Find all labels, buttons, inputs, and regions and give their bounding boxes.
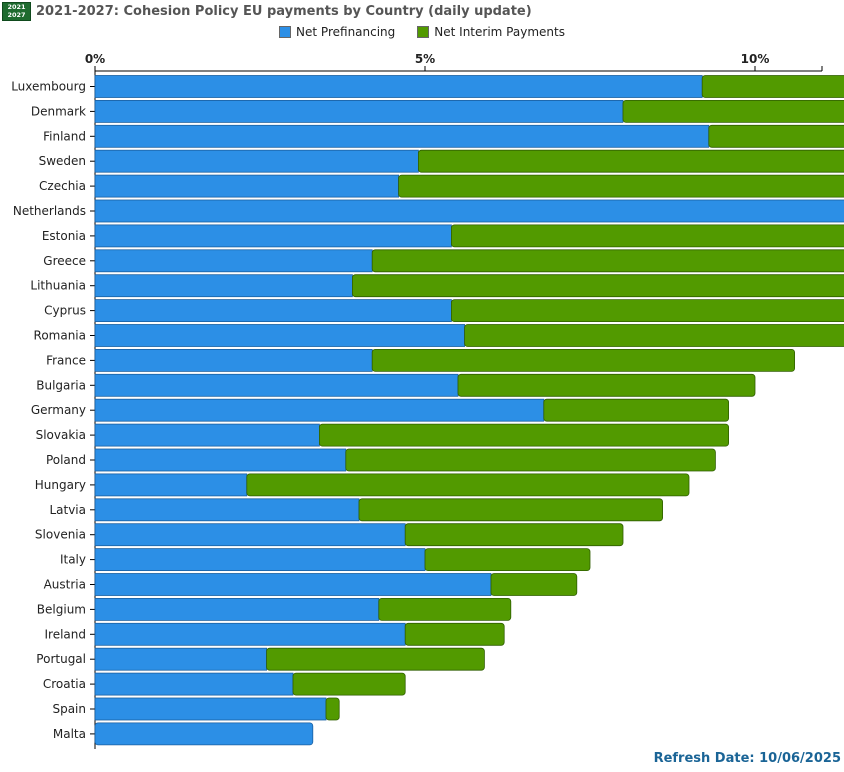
bar-interim	[318, 423, 730, 447]
bar-interim	[457, 373, 756, 397]
legend-swatch-prefinancing	[279, 26, 292, 38]
bar-interim	[292, 672, 406, 696]
category-label: Finland	[43, 129, 86, 143]
category-label: Lithuania	[30, 279, 86, 293]
chart-header: 2021 2027 2021-2027: Cohesion Policy EU …	[2, 1, 532, 21]
category-label: Greece	[43, 254, 86, 268]
bar-prefinancing	[94, 622, 406, 646]
x-tick-label: 0%	[85, 52, 105, 66]
bar-prefinancing	[94, 324, 466, 347]
bar-interim	[451, 224, 844, 248]
category-label: Luxembourg	[11, 80, 86, 94]
category-label: Spain	[52, 702, 86, 716]
bar-interim	[490, 573, 578, 596]
badge-year-start: 2021	[7, 3, 26, 11]
bar-interim	[451, 299, 844, 322]
badge-year-end: 2027	[7, 11, 26, 19]
category-label: Poland	[46, 453, 86, 467]
bar-prefinancing	[94, 124, 710, 148]
bar-interim	[418, 149, 844, 173]
bar-interim	[325, 697, 340, 721]
bar-interim	[378, 598, 512, 621]
category-label: Slovenia	[35, 528, 86, 542]
x-tick-label: 10%	[741, 52, 770, 66]
bar-prefinancing	[94, 398, 545, 422]
bar-prefinancing	[94, 598, 380, 621]
bar-prefinancing	[94, 75, 703, 98]
chart-legend: Net Prefinancing Net Interim Payments	[0, 25, 844, 39]
bar-prefinancing	[94, 199, 844, 223]
category-label: Estonia	[42, 229, 86, 243]
bar-prefinancing	[94, 224, 452, 248]
bar-prefinancing	[94, 348, 373, 372]
bar-interim	[404, 523, 624, 547]
bar-prefinancing	[94, 174, 400, 198]
category-label: Germany	[31, 403, 86, 417]
bar-interim	[358, 498, 664, 522]
period-badge-icon: 2021 2027	[2, 1, 31, 21]
bar-prefinancing	[94, 548, 426, 571]
bar-prefinancing	[94, 672, 294, 696]
category-label: Romania	[34, 329, 86, 343]
bar-interim	[424, 548, 591, 571]
category-label: France	[46, 353, 86, 367]
refresh-date: Refresh Date: 10/06/2025	[653, 751, 841, 766]
category-label: Portugal	[36, 652, 86, 666]
legend-swatch-interim	[417, 26, 430, 38]
category-label: Hungary	[35, 478, 86, 492]
bar-prefinancing	[94, 100, 624, 123]
bar-interim	[246, 473, 690, 497]
bar-prefinancing	[94, 373, 459, 397]
bar-prefinancing	[94, 697, 327, 721]
bar-interim	[352, 274, 844, 298]
category-label: Belgium	[37, 602, 86, 616]
bar-prefinancing	[94, 299, 452, 323]
category-label: Slovakia	[36, 428, 86, 442]
bar-prefinancing	[94, 448, 347, 472]
bar-prefinancing	[94, 498, 360, 522]
bar-interim	[622, 100, 844, 123]
bar-prefinancing	[94, 722, 314, 746]
category-label: Latvia	[49, 503, 86, 517]
chart-title: 2021-2027: Cohesion Policy EU payments b…	[36, 3, 532, 19]
category-label: Sweden	[39, 154, 86, 168]
bar-prefinancing	[94, 647, 268, 671]
category-label: Italy	[60, 553, 86, 567]
legend-label-interim: Net Interim Payments	[434, 25, 565, 39]
category-label: Croatia	[43, 677, 86, 691]
bar-interim	[371, 249, 844, 273]
bar-interim	[543, 398, 729, 422]
bar-prefinancing	[94, 523, 406, 547]
bar-interim	[404, 622, 505, 646]
bar-prefinancing	[94, 149, 419, 173]
category-label: Czechia	[39, 179, 86, 193]
bar-interim	[266, 647, 485, 671]
bar-prefinancing	[94, 423, 320, 447]
bar-interim	[708, 124, 844, 148]
legend-label-prefinancing: Net Prefinancing	[296, 25, 396, 39]
bar-prefinancing	[94, 249, 373, 273]
bar-prefinancing	[94, 573, 492, 596]
category-label: Cyprus	[44, 304, 86, 318]
legend-item-interim[interactable]: Net Interim Payments	[417, 25, 565, 39]
bar-interim	[464, 324, 844, 347]
bar-interim	[371, 348, 796, 372]
bar-prefinancing	[94, 274, 353, 298]
category-label: Malta	[53, 727, 86, 741]
category-label: Bulgaria	[36, 378, 86, 392]
bar-prefinancing	[94, 473, 248, 497]
bar-interim	[701, 75, 844, 98]
category-label: Netherlands	[13, 204, 86, 218]
x-tick-label: 5%	[415, 52, 435, 66]
bar-interim	[345, 448, 716, 472]
category-label: Ireland	[44, 627, 86, 641]
category-label: Austria	[44, 578, 86, 592]
category-label: Denmark	[31, 104, 86, 118]
legend-item-prefinancing[interactable]: Net Prefinancing	[279, 25, 395, 39]
bar-interim	[398, 174, 844, 198]
